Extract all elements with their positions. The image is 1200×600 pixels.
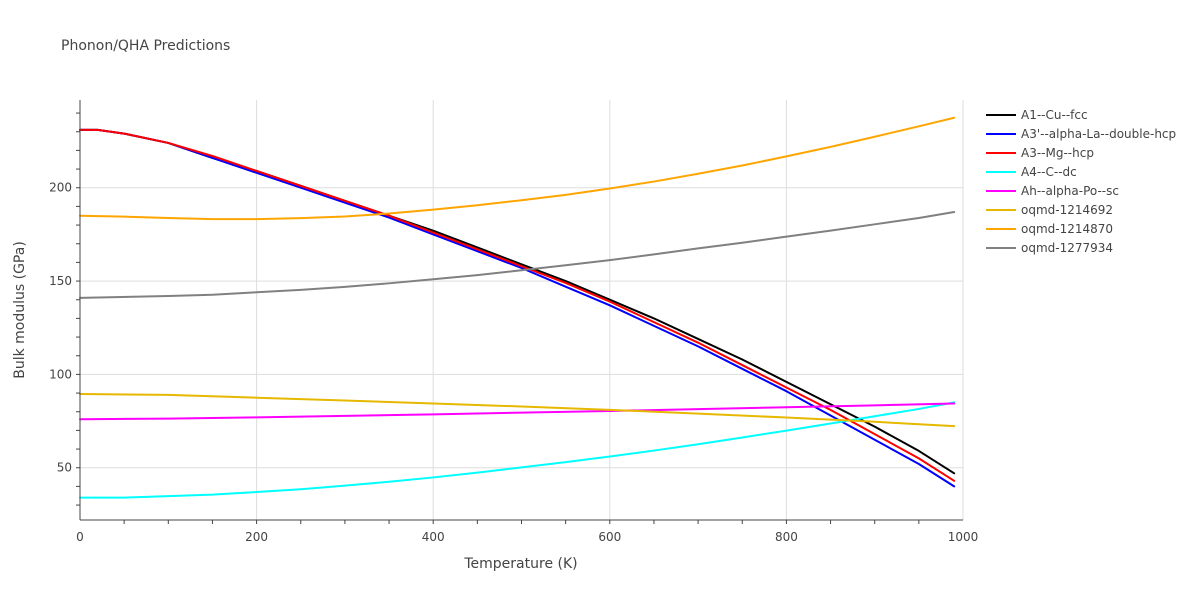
y-tick-label: 50 bbox=[57, 461, 72, 475]
legend-label: A4--C--dc bbox=[1021, 165, 1077, 179]
legend-item-1[interactable]: A3'--alpha-La--double-hcp bbox=[986, 127, 1176, 141]
x-tick-label: 600 bbox=[598, 530, 621, 544]
series-layer bbox=[79, 116, 956, 499]
legend-label: oqmd-1214870 bbox=[1021, 222, 1113, 236]
y-tick-label: 200 bbox=[49, 181, 72, 195]
x-tick-label: 0 bbox=[76, 530, 84, 544]
legend-item-7[interactable]: oqmd-1277934 bbox=[986, 241, 1113, 255]
grid-lines bbox=[80, 100, 964, 520]
legend-item-5[interactable]: oqmd-1214692 bbox=[986, 203, 1113, 217]
series-line-3 bbox=[79, 401, 956, 499]
x-tick-label: 1000 bbox=[948, 530, 979, 544]
chart-title: Phonon/QHA Predictions bbox=[61, 38, 230, 54]
series-line-2 bbox=[79, 128, 956, 482]
legend-item-2[interactable]: A3--Mg--hcp bbox=[986, 146, 1094, 160]
series-line-0 bbox=[79, 128, 956, 475]
legend-label: Ah--alpha-Po--sc bbox=[1021, 184, 1119, 198]
legend-label: oqmd-1214692 bbox=[1021, 203, 1113, 217]
legend-item-0[interactable]: A1--Cu--fcc bbox=[986, 108, 1088, 122]
x-tick-label: 800 bbox=[775, 530, 798, 544]
legend-label: A3'--alpha-La--double-hcp bbox=[1021, 127, 1176, 141]
y-tick-label: 100 bbox=[49, 367, 72, 381]
y-axis-title: Bulk modulus (GPa) bbox=[12, 241, 28, 379]
series-line-7 bbox=[79, 211, 956, 299]
legend-item-6[interactable]: oqmd-1214870 bbox=[986, 222, 1113, 236]
x-axis-title: Temperature (K) bbox=[463, 556, 577, 572]
axes: 0 200 400 600 800 1000 50 100 150 200 bbox=[49, 100, 978, 544]
x-tick-label: 400 bbox=[422, 530, 445, 544]
series-line-6 bbox=[79, 116, 956, 221]
series-line-5 bbox=[79, 393, 956, 428]
legend-item-4[interactable]: Ah--alpha-Po--sc bbox=[986, 184, 1119, 198]
y-tick-label: 150 bbox=[49, 274, 72, 288]
series-line-4 bbox=[79, 402, 956, 421]
legend-item-3[interactable]: A4--C--dc bbox=[986, 165, 1077, 179]
x-tick-label: 200 bbox=[245, 530, 268, 544]
legend-label: A1--Cu--fcc bbox=[1021, 108, 1088, 122]
legend-label: A3--Mg--hcp bbox=[1021, 146, 1094, 160]
series-line-1 bbox=[79, 128, 956, 488]
legend: A1--Cu--fcc A3'--alpha-La--double-hcp A3--… bbox=[986, 108, 1176, 255]
legend-label: oqmd-1277934 bbox=[1021, 241, 1113, 255]
